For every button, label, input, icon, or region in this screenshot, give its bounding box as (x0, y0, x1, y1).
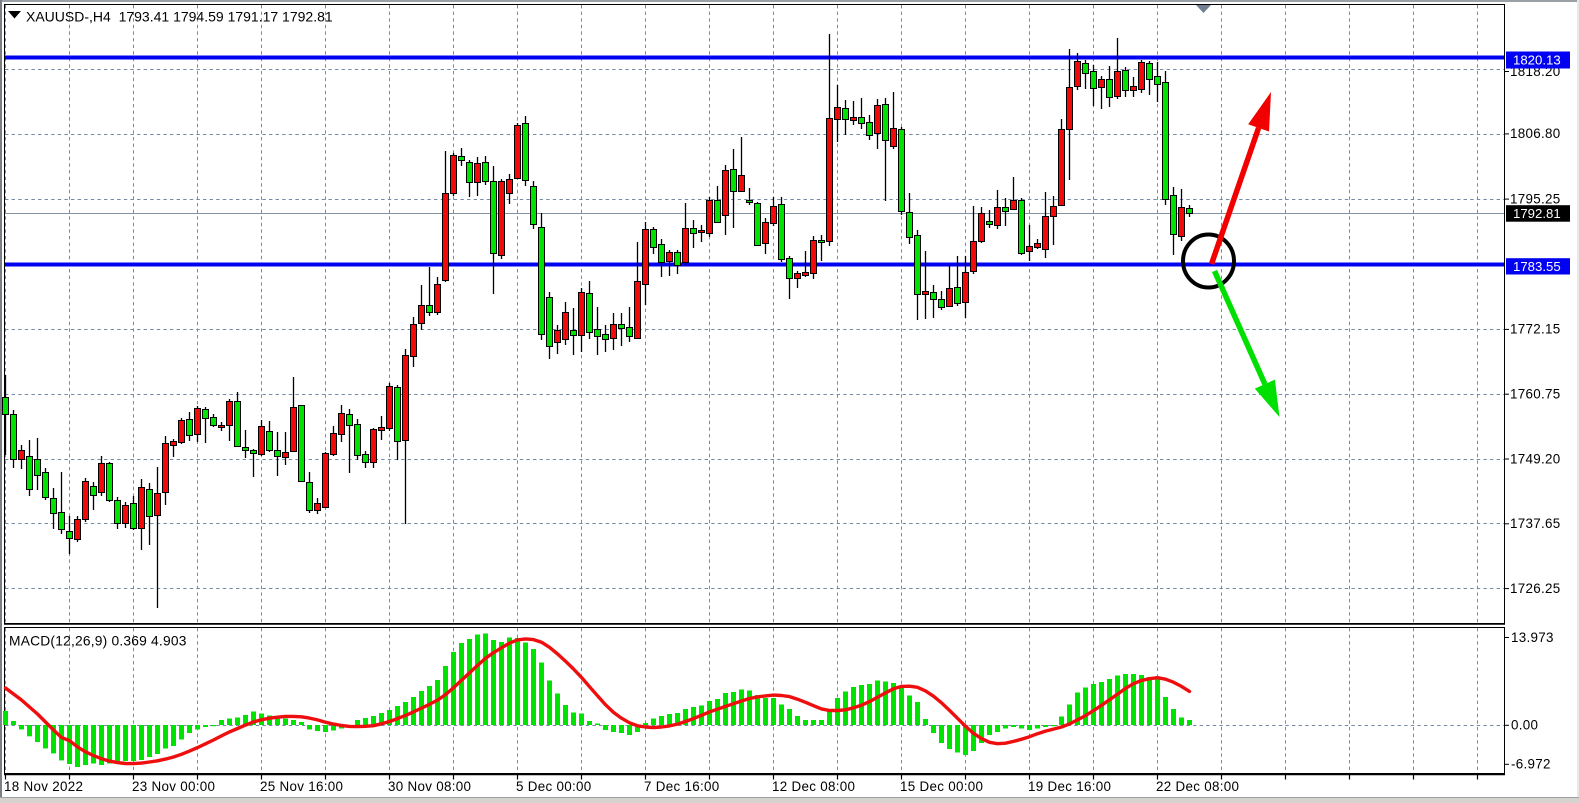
svg-text:0.00: 0.00 (1511, 718, 1538, 733)
svg-text:22 Dec 08:00: 22 Dec 08:00 (1156, 779, 1239, 794)
svg-text:12 Dec 08:00: 12 Dec 08:00 (772, 779, 855, 794)
svg-text:30 Nov 08:00: 30 Nov 08:00 (388, 779, 471, 794)
svg-text:1772.15: 1772.15 (1510, 322, 1561, 337)
svg-text:7 Dec 16:00: 7 Dec 16:00 (644, 779, 720, 794)
svg-text:1760.75: 1760.75 (1510, 387, 1561, 402)
svg-text:23 Nov 00:00: 23 Nov 00:00 (132, 779, 215, 794)
svg-text:1795.25: 1795.25 (1510, 191, 1561, 206)
svg-text:15 Dec 00:00: 15 Dec 00:00 (900, 779, 983, 794)
svg-text:MACD(12,26,9) 0.369 4.903: MACD(12,26,9) 0.369 4.903 (9, 634, 187, 649)
svg-text:1749.20: 1749.20 (1510, 451, 1561, 466)
svg-text:18 Nov 2022: 18 Nov 2022 (4, 779, 83, 794)
svg-text:5 Dec 00:00: 5 Dec 00:00 (516, 779, 592, 794)
svg-text:XAUUSD-,H4 1793.41 1794.59 17: XAUUSD-,H4 1793.41 1794.59 1791.17 1792.… (26, 9, 333, 25)
svg-text:25 Nov 16:00: 25 Nov 16:00 (260, 779, 343, 794)
svg-text:1737.65: 1737.65 (1510, 516, 1561, 531)
svg-text:13.973: 13.973 (1511, 630, 1554, 645)
svg-text:1726.25: 1726.25 (1510, 581, 1561, 596)
svg-text:1783.55: 1783.55 (1513, 259, 1561, 274)
svg-text:1820.13: 1820.13 (1513, 53, 1561, 68)
svg-text:-6.972: -6.972 (1511, 757, 1551, 772)
svg-text:1806.80: 1806.80 (1510, 126, 1561, 141)
svg-text:1792.81: 1792.81 (1513, 206, 1561, 221)
svg-text:19 Dec 16:00: 19 Dec 16:00 (1028, 779, 1111, 794)
